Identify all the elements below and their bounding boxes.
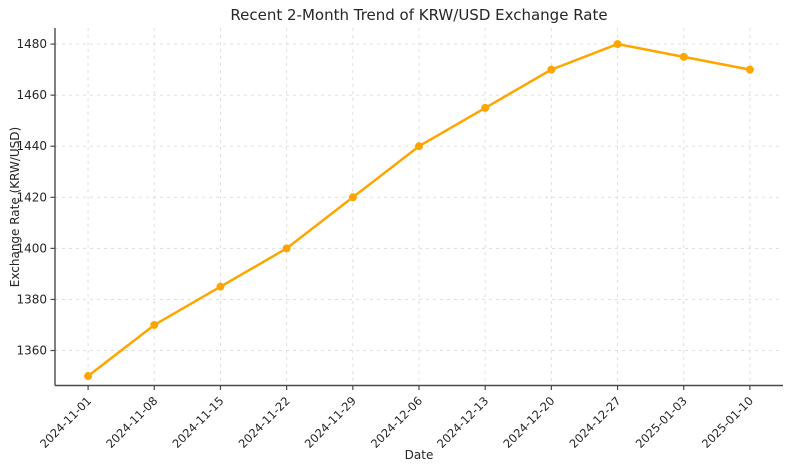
x-tick-label: 2024-12-20 bbox=[500, 394, 557, 451]
chart-title: Recent 2-Month Trend of KRW/USD Exchange… bbox=[230, 6, 608, 24]
y-tick-label: 1400 bbox=[16, 241, 47, 255]
x-tick-label: 2024-12-27 bbox=[567, 394, 624, 451]
x-tick-label: 2025-01-03 bbox=[633, 394, 690, 451]
data-point-marker bbox=[613, 40, 622, 49]
data-point-marker bbox=[415, 142, 423, 151]
data-point-marker bbox=[679, 52, 688, 61]
y-tick-label: 1420 bbox=[16, 190, 47, 204]
data-point-marker bbox=[745, 65, 754, 74]
x-tick-label: 2024-11-08 bbox=[103, 394, 160, 451]
x-tick-label: 2024-12-06 bbox=[368, 394, 425, 451]
data-point-marker bbox=[216, 282, 225, 291]
x-tick-label: 2024-11-15 bbox=[169, 394, 226, 451]
data-point-marker bbox=[481, 103, 490, 112]
data-point-marker bbox=[547, 65, 556, 74]
y-tick-label: 1380 bbox=[16, 292, 47, 306]
x-tick-label: 2024-11-29 bbox=[302, 394, 359, 451]
x-tick-label: 2024-11-01 bbox=[37, 394, 94, 451]
x-axis-label: Date bbox=[404, 448, 434, 462]
y-tick-label: 1460 bbox=[16, 88, 47, 102]
y-tick-label: 1440 bbox=[16, 139, 47, 153]
x-tick-label: 2024-11-22 bbox=[236, 394, 293, 451]
data-point-marker bbox=[282, 244, 291, 253]
data-point-marker bbox=[84, 372, 93, 381]
y-tick-label: 1480 bbox=[16, 37, 47, 51]
x-tick-label: 2024-12-13 bbox=[434, 394, 491, 451]
x-tick-label: 2025-01-10 bbox=[699, 394, 756, 451]
data-point-marker bbox=[348, 193, 357, 202]
y-tick-label: 1360 bbox=[16, 344, 47, 358]
data-point-marker bbox=[150, 320, 159, 329]
